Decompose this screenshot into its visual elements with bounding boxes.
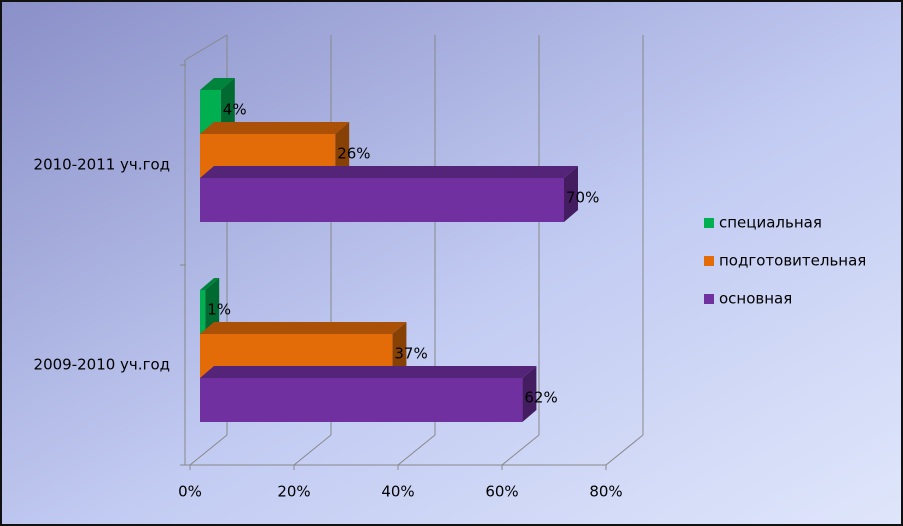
bar-side (335, 122, 350, 178)
bar (200, 290, 206, 334)
value-label: 37% (394, 345, 427, 363)
x-tick-label: 20% (277, 483, 310, 501)
bar-side (205, 278, 220, 334)
value-label: 62% (524, 389, 557, 407)
value-label: 26% (337, 145, 370, 163)
grid-line (189, 434, 228, 466)
grid-line (293, 434, 332, 466)
bar (200, 378, 523, 422)
legend-swatch (704, 218, 714, 228)
bar (200, 178, 564, 222)
y-tick-label: 2009-2010 уч.год (34, 356, 170, 374)
y-tick-label: 2010-2011 уч.год (34, 156, 170, 174)
bar-side (522, 366, 537, 422)
legend-label: подготовительная (719, 252, 866, 270)
x-tick-label: 80% (589, 483, 622, 501)
bar-side (564, 166, 578, 222)
axis-line (184, 34, 228, 61)
legend-label: основная (719, 290, 792, 308)
bar-side (392, 322, 407, 378)
bar-side (220, 78, 235, 134)
x-tick-label: 60% (485, 483, 518, 501)
x-tick-label: 40% (381, 483, 414, 501)
bar-top (200, 322, 407, 334)
value-label: 70% (566, 189, 599, 207)
grid-line (501, 434, 540, 466)
legend-swatch (704, 256, 714, 266)
value-label: 4% (223, 101, 247, 119)
bar-top (200, 278, 220, 290)
legend-label: специальная (719, 214, 822, 232)
bar-top (200, 366, 537, 378)
grid-line (605, 434, 644, 466)
value-label: 1% (207, 301, 231, 319)
grid-line (397, 434, 436, 466)
bar-top (200, 122, 350, 134)
bar-top (200, 78, 235, 90)
plot-area: 0% 20% 40% 60% 80% 2009-2010 уч.год 1% 37% 62% 20… (34, 34, 866, 501)
bar-top (200, 166, 578, 178)
legend-swatch (704, 294, 714, 304)
x-tick-label: 0% (178, 483, 202, 501)
